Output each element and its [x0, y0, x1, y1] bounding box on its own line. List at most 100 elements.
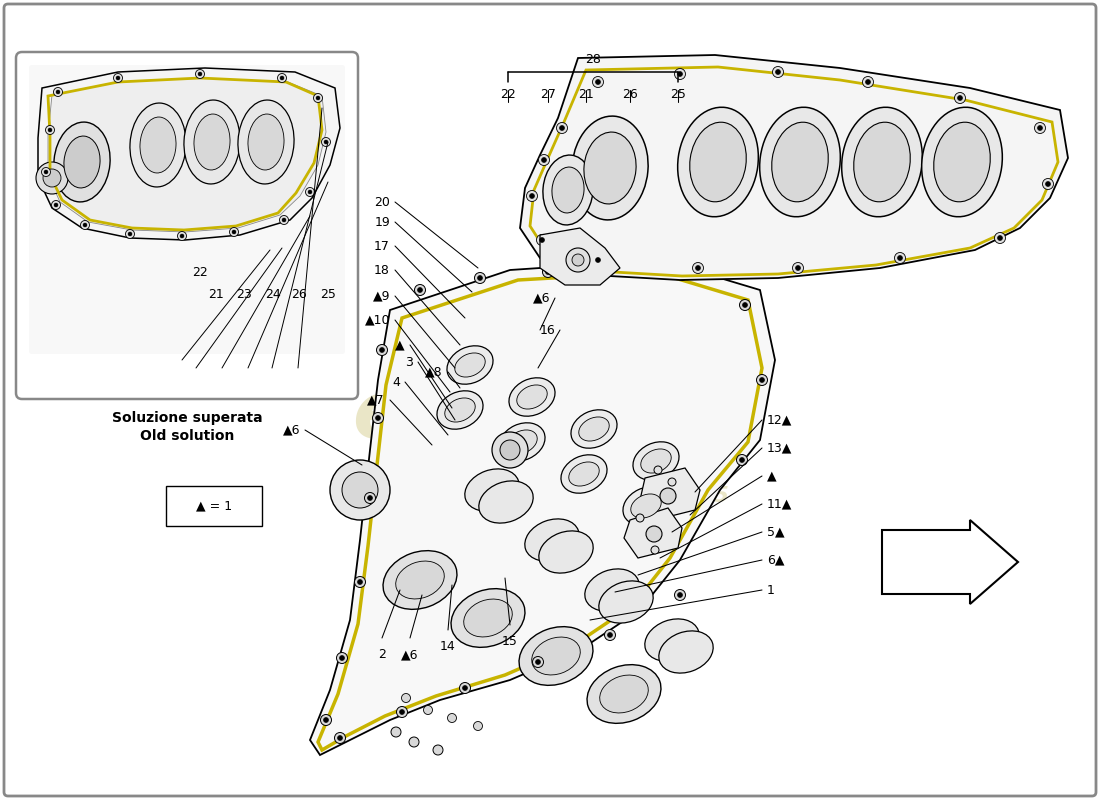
Text: 19: 19 [374, 215, 390, 229]
Circle shape [80, 221, 89, 230]
Ellipse shape [571, 410, 617, 448]
Circle shape [500, 440, 520, 460]
Circle shape [379, 347, 385, 353]
Circle shape [48, 128, 52, 132]
Circle shape [994, 233, 1005, 243]
Ellipse shape [539, 531, 593, 573]
Circle shape [321, 138, 330, 146]
Polygon shape [882, 520, 1018, 604]
Circle shape [334, 733, 345, 743]
Ellipse shape [444, 398, 475, 422]
Text: 1: 1 [767, 583, 774, 597]
Ellipse shape [600, 675, 648, 713]
Circle shape [772, 66, 783, 78]
Text: ▲6: ▲6 [283, 423, 300, 437]
Text: 14: 14 [440, 640, 455, 653]
FancyBboxPatch shape [166, 486, 262, 526]
Circle shape [177, 231, 187, 241]
Circle shape [668, 478, 676, 486]
Text: 5▲: 5▲ [767, 526, 784, 538]
Ellipse shape [194, 114, 230, 170]
Circle shape [44, 170, 48, 174]
Circle shape [54, 203, 58, 207]
Text: 24: 24 [265, 288, 280, 301]
Ellipse shape [517, 385, 547, 409]
Ellipse shape [569, 462, 600, 486]
Circle shape [654, 466, 662, 474]
Circle shape [354, 577, 365, 587]
Circle shape [448, 714, 456, 722]
Circle shape [125, 230, 134, 238]
Ellipse shape [584, 132, 636, 204]
Circle shape [462, 686, 468, 690]
Circle shape [418, 287, 422, 293]
Text: 12▲: 12▲ [767, 414, 792, 426]
Circle shape [376, 345, 387, 355]
Circle shape [536, 659, 540, 665]
Circle shape [1045, 182, 1050, 186]
Ellipse shape [519, 626, 593, 686]
Circle shape [232, 230, 236, 234]
Circle shape [1037, 126, 1043, 130]
Circle shape [306, 187, 315, 197]
Circle shape [557, 122, 568, 134]
Circle shape [230, 227, 239, 237]
Polygon shape [624, 508, 682, 558]
Polygon shape [640, 468, 700, 520]
Text: ▲8: ▲8 [426, 366, 443, 378]
Text: 13▲: 13▲ [767, 442, 792, 454]
Text: ▲ = 1: ▲ = 1 [196, 499, 232, 513]
Circle shape [415, 285, 426, 295]
Circle shape [541, 158, 547, 162]
Circle shape [739, 299, 750, 310]
Circle shape [45, 126, 55, 134]
Circle shape [282, 218, 286, 222]
Text: 6▲: 6▲ [767, 554, 784, 566]
Circle shape [409, 737, 419, 747]
Circle shape [180, 234, 184, 238]
FancyBboxPatch shape [29, 65, 345, 354]
Circle shape [894, 253, 905, 263]
Text: ▲: ▲ [767, 470, 777, 482]
Circle shape [460, 682, 471, 694]
Circle shape [737, 454, 748, 466]
FancyBboxPatch shape [16, 52, 358, 399]
Circle shape [196, 70, 205, 78]
Circle shape [695, 266, 701, 270]
Ellipse shape [464, 599, 513, 637]
Circle shape [42, 167, 51, 177]
Circle shape [759, 378, 764, 382]
Ellipse shape [641, 449, 671, 473]
Ellipse shape [632, 442, 679, 480]
Text: eurocars: eurocars [352, 377, 748, 455]
Text: 16: 16 [539, 323, 556, 337]
Circle shape [1034, 122, 1045, 134]
Circle shape [320, 714, 331, 726]
Ellipse shape [598, 581, 653, 623]
Ellipse shape [507, 430, 537, 454]
Polygon shape [39, 68, 340, 240]
Text: 25: 25 [670, 87, 686, 101]
Ellipse shape [383, 550, 456, 610]
Ellipse shape [509, 378, 556, 416]
Polygon shape [48, 78, 326, 232]
Ellipse shape [499, 422, 544, 462]
Ellipse shape [659, 631, 713, 673]
Circle shape [539, 238, 544, 242]
Polygon shape [520, 55, 1068, 280]
Circle shape [955, 93, 966, 103]
Ellipse shape [585, 569, 639, 611]
Text: 20: 20 [374, 195, 390, 209]
Circle shape [539, 154, 550, 166]
Circle shape [337, 653, 348, 663]
Ellipse shape [238, 100, 294, 184]
Circle shape [605, 630, 616, 641]
Text: 21: 21 [208, 288, 223, 301]
Ellipse shape [772, 122, 828, 202]
Text: 23: 23 [236, 288, 252, 301]
Circle shape [866, 79, 870, 85]
Circle shape [560, 126, 564, 130]
Ellipse shape [579, 417, 609, 441]
Ellipse shape [543, 155, 593, 225]
Circle shape [660, 488, 676, 504]
